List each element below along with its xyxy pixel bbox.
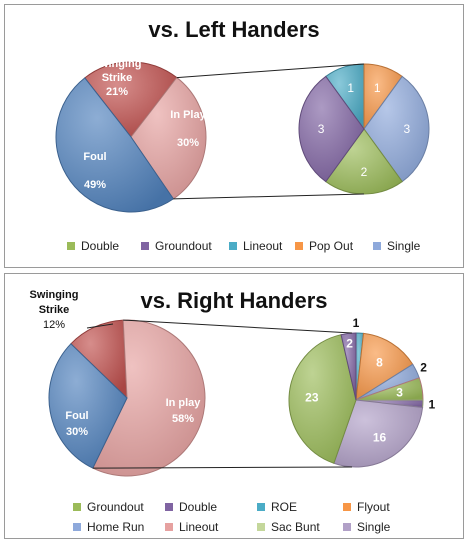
legend-swatch <box>343 523 351 531</box>
leader-line <box>86 323 114 329</box>
main-pie <box>48 319 206 477</box>
legend-label: Pop Out <box>309 239 354 253</box>
legend-swatch <box>73 523 81 531</box>
slice-value-label: 3 <box>404 122 411 136</box>
legend-label: Single <box>387 239 421 253</box>
main-pie <box>55 61 207 213</box>
slice-label: Foul <box>83 151 106 163</box>
legend-label: Groundout <box>155 239 212 253</box>
slice-value-label: 3 <box>318 122 325 136</box>
slice-value-label: 23 <box>305 391 319 405</box>
legend-label: Double <box>81 239 120 253</box>
pie-slice-foul <box>48 343 128 469</box>
swinging-strike-outside-label: Swinging Strike 12% <box>19 288 89 333</box>
slice-value-label: 16 <box>373 430 387 444</box>
slice-label-line: Swinging <box>93 58 142 70</box>
legend-label: Sac Bunt <box>271 520 320 534</box>
legend-item-home-run: Home Run <box>73 520 144 534</box>
slice-value-label: 8 <box>376 356 383 370</box>
breakdown-pie <box>288 332 424 468</box>
legend-label: Double <box>179 500 218 514</box>
slice-percent-label: 30% <box>177 137 199 149</box>
legend-item-groundout: Groundout <box>73 500 144 514</box>
legend-item-sac-bunt: Sac Bunt <box>257 520 320 534</box>
legend-swatch <box>73 503 81 511</box>
pie-slice-foul <box>55 77 175 213</box>
slice-label: In play <box>166 397 202 409</box>
pie-slice-groundout <box>298 75 365 183</box>
chart-title: vs. Right Handers <box>140 288 328 313</box>
legend-swatch <box>141 242 149 250</box>
slice-percent-label: 21% <box>106 86 128 98</box>
slice-value-label: 2 <box>420 360 427 374</box>
slice-label: Foul <box>65 410 88 422</box>
legend-label: Lineout <box>243 239 283 253</box>
chart-title: vs. Left Handers <box>148 17 320 42</box>
legend-item-single: Single <box>343 520 390 534</box>
slice-value-label: 2 <box>346 336 353 350</box>
slice-value-label: 1 <box>429 397 436 411</box>
legend-item-double: Double <box>165 500 217 514</box>
legend-swatch <box>343 503 351 511</box>
legend-item-roe: ROE <box>257 500 297 514</box>
slice-value-label: 3 <box>396 386 403 400</box>
legend-label: Flyout <box>357 500 390 514</box>
legend-item-lineout: Lineout <box>165 520 218 534</box>
slice-value-label: 1 <box>374 81 381 95</box>
legend-swatch <box>257 503 265 511</box>
pie-slice-double <box>340 332 357 401</box>
pie-slice-groundout <box>288 334 357 464</box>
legend-item-double: Double <box>67 239 119 253</box>
legend-swatch <box>165 503 173 511</box>
left-handers-chart-panel: vs. Left Handers Swinging Strike 21% In Pla… <box>4 4 464 268</box>
connector-line <box>123 319 353 334</box>
legend-swatch <box>165 523 173 531</box>
pie-slice-swinging-strike <box>84 61 178 138</box>
connector-line <box>173 193 365 200</box>
legend-swatch <box>373 242 381 250</box>
legend-label: Lineout <box>179 520 219 534</box>
pie-slice-single <box>363 75 430 183</box>
legend-label: ROE <box>271 500 298 514</box>
pie-slice-in-play <box>92 319 206 477</box>
slice-percent-label: 58% <box>172 413 194 425</box>
slice-percent-label: 30% <box>66 426 88 438</box>
legend-item-flyout: Flyout <box>343 500 390 514</box>
legend-swatch <box>257 523 265 531</box>
legend-label: Groundout <box>87 500 144 514</box>
slice-value-label: 1 <box>353 316 360 330</box>
legend-item-single: Single <box>373 239 420 253</box>
slice-value-label: 2 <box>361 165 368 179</box>
slice-value-label: 1 <box>347 81 354 95</box>
connector-line <box>92 466 353 469</box>
connector-line <box>176 63 365 79</box>
slice-label-line: Strike <box>102 72 133 84</box>
legend-label: Home Run <box>87 520 145 534</box>
slice-percent-label: 49% <box>84 179 106 191</box>
legend-swatch <box>67 242 75 250</box>
legend-label: Single <box>357 520 391 534</box>
legend-item-pop-out: Pop Out <box>295 239 353 253</box>
slice-name-label: Swinging Strike <box>29 289 79 316</box>
legend-swatch <box>229 242 237 250</box>
pie-slice-single <box>333 399 424 468</box>
legend-item-lineout: Lineout <box>229 239 282 253</box>
slice-percent-label: 12% <box>42 319 66 331</box>
pie-slice-in-play <box>130 76 207 200</box>
breakdown-pie <box>298 63 430 195</box>
left-handers-pie-chart: Swinging Strike 21% In Play 30% Foul 49% 1 1 3 2 3 <box>55 58 430 213</box>
slice-label: In Play <box>170 109 206 121</box>
pie-slice-double <box>325 128 403 195</box>
legend-item-groundout: Groundout <box>141 239 212 253</box>
pie-slice-flyout <box>355 332 414 401</box>
right-handers-chart-panel: vs. Right Handers Swinging Strike 12% In… <box>4 273 464 539</box>
legend-swatch <box>295 242 303 250</box>
